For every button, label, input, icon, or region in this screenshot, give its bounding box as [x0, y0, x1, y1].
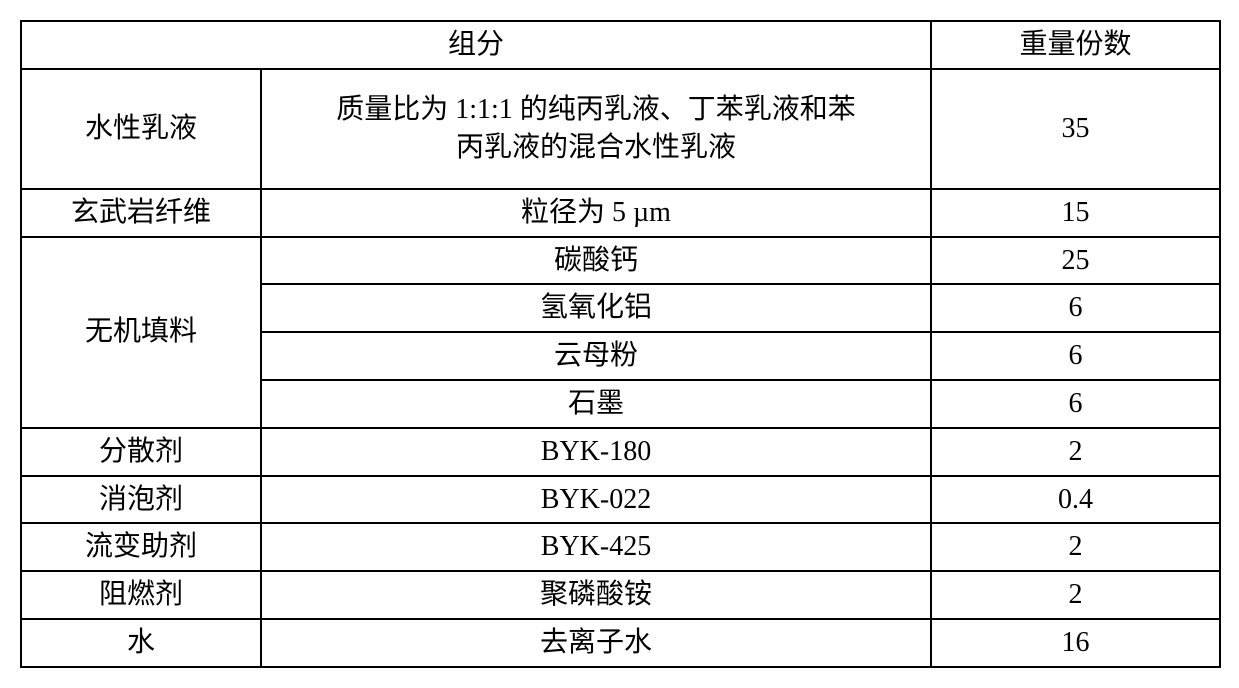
cell-basalt-desc: 粒径为 5 µm	[261, 189, 931, 237]
row-emulsion: 水性乳液 质量比为 1:1:1 的纯丙乳液、丁苯乳液和苯 丙乳液的混合水性乳液 …	[21, 69, 1220, 189]
cell-dispersant-label: 分散剂	[21, 428, 261, 476]
cell-rheology-desc: BYK-425	[261, 523, 931, 571]
header-component: 组分	[21, 21, 931, 69]
cell-filler-name-1: 氢氧化铝	[261, 284, 931, 332]
cell-water-label: 水	[21, 619, 261, 667]
cell-filler-name-0: 碳酸钙	[261, 237, 931, 285]
cell-dispersant-desc: BYK-180	[261, 428, 931, 476]
cell-emulsion-desc: 质量比为 1:1:1 的纯丙乳液、丁苯乳液和苯 丙乳液的混合水性乳液	[261, 69, 931, 189]
cell-defoamer-desc: BYK-022	[261, 476, 931, 524]
cell-rheology-weight: 2	[931, 523, 1220, 571]
cell-basalt-weight: 15	[931, 189, 1220, 237]
cell-flame-label: 阻燃剂	[21, 571, 261, 619]
row-basalt: 玄武岩纤维 粒径为 5 µm 15	[21, 189, 1220, 237]
cell-filler-name-3: 石墨	[261, 380, 931, 428]
emulsion-desc-line1: 质量比为 1:1:1 的纯丙乳液、丁苯乳液和苯	[336, 94, 856, 125]
cell-flame-weight: 2	[931, 571, 1220, 619]
cell-filler-weight-2: 6	[931, 332, 1220, 380]
row-filler-0: 无机填料 碳酸钙 25	[21, 237, 1220, 285]
cell-water-weight: 16	[931, 619, 1220, 667]
cell-dispersant-weight: 2	[931, 428, 1220, 476]
table-header-row: 组分 重量份数	[21, 21, 1220, 69]
cell-filler-weight-3: 6	[931, 380, 1220, 428]
cell-water-desc: 去离子水	[261, 619, 931, 667]
cell-defoamer-label: 消泡剂	[21, 476, 261, 524]
row-water: 水 去离子水 16	[21, 619, 1220, 667]
header-weight: 重量份数	[931, 21, 1220, 69]
row-flame: 阻燃剂 聚磷酸铵 2	[21, 571, 1220, 619]
cell-emulsion-label: 水性乳液	[21, 69, 261, 189]
cell-rheology-label: 流变助剂	[21, 523, 261, 571]
cell-emulsion-weight: 35	[931, 69, 1220, 189]
cell-filler-weight-1: 6	[931, 284, 1220, 332]
row-defoamer: 消泡剂 BYK-022 0.4	[21, 476, 1220, 524]
cell-defoamer-weight: 0.4	[931, 476, 1220, 524]
cell-basalt-label: 玄武岩纤维	[21, 189, 261, 237]
cell-filler-name-2: 云母粉	[261, 332, 931, 380]
composition-table: 组分 重量份数 水性乳液 质量比为 1:1:1 的纯丙乳液、丁苯乳液和苯 丙乳液…	[20, 20, 1221, 668]
emulsion-desc-line2: 丙乳液的混合水性乳液	[456, 132, 736, 163]
row-rheology: 流变助剂 BYK-425 2	[21, 523, 1220, 571]
cell-flame-desc: 聚磷酸铵	[261, 571, 931, 619]
row-dispersant: 分散剂 BYK-180 2	[21, 428, 1220, 476]
cell-filler-label: 无机填料	[21, 237, 261, 428]
composition-table-container: 组分 重量份数 水性乳液 质量比为 1:1:1 的纯丙乳液、丁苯乳液和苯 丙乳液…	[20, 20, 1219, 668]
cell-filler-weight-0: 25	[931, 237, 1220, 285]
